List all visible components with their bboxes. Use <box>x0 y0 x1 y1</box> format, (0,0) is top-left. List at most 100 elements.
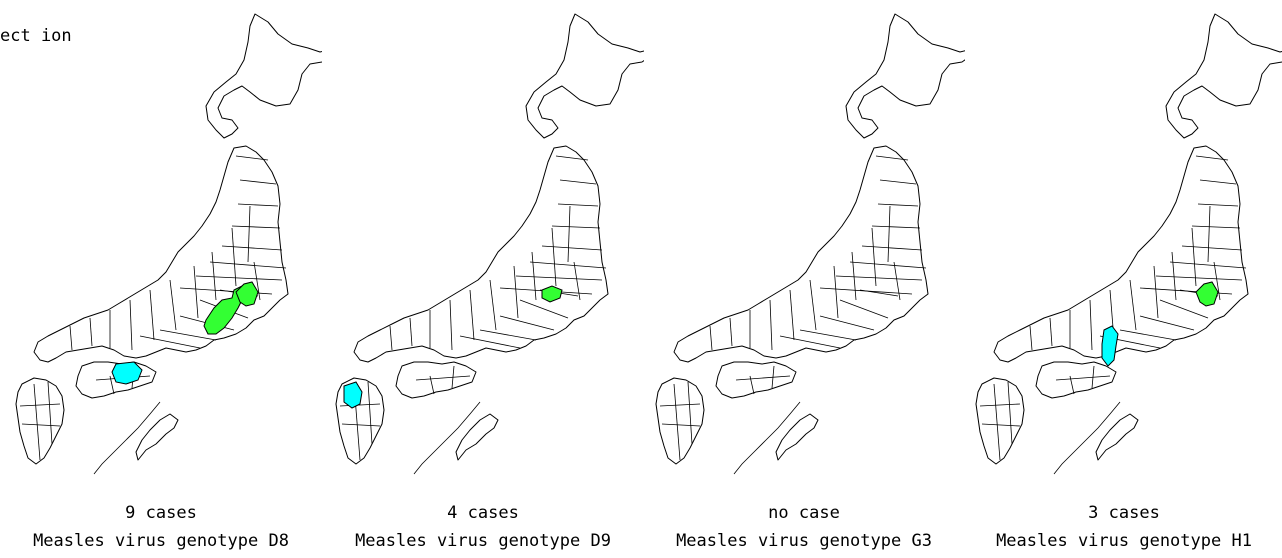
prefecture-border <box>139 335 201 349</box>
island-hokkaido <box>1165 13 1282 139</box>
island-shikoku <box>395 361 477 399</box>
prefecture-border <box>513 265 519 319</box>
prefecture-border <box>499 315 555 331</box>
prefecture-border <box>979 403 1021 407</box>
prefecture-border <box>551 227 557 287</box>
prefecture-border <box>871 227 877 287</box>
prefecture-border <box>1055 375 1111 381</box>
map-panel-2: 4 cases Measles virus genotype D9 <box>322 0 644 558</box>
island-okinawa <box>1095 413 1139 461</box>
genotype-label: Measles virus genotype D8 <box>33 531 289 551</box>
island-kyushu <box>655 377 705 465</box>
prefecture-border <box>193 265 199 319</box>
japan-map <box>335 13 644 475</box>
prefecture-border <box>169 279 177 331</box>
prefecture-border <box>1171 251 1177 301</box>
prefecture-border <box>159 329 217 341</box>
island-honshu <box>673 145 929 363</box>
prefecture-border <box>221 245 283 251</box>
prefecture-border <box>875 155 909 161</box>
prefecture-border <box>129 299 133 351</box>
island-honshu <box>993 145 1249 363</box>
prefecture-border <box>779 335 841 349</box>
inset-divider-line <box>733 401 801 475</box>
island-honshu <box>33 145 289 363</box>
prefecture-border <box>861 245 923 251</box>
prefecture-border <box>341 423 381 427</box>
prefecture-border <box>799 329 857 341</box>
prefecture-border <box>1049 317 1053 347</box>
prefecture-border <box>1169 261 1247 269</box>
prefecture-border <box>993 383 1001 461</box>
prefecture-border <box>735 375 791 381</box>
prefecture-border <box>211 251 217 301</box>
prefecture-border <box>729 317 733 347</box>
japan-map <box>0 0 322 475</box>
prefecture-border <box>659 403 701 407</box>
prefecture-border <box>529 261 607 269</box>
prefecture-border <box>19 403 61 407</box>
prefecture-border <box>231 227 237 287</box>
japan-map <box>975 13 1282 475</box>
map-panel-1: 9 cases Measles virus genotype D8 <box>0 0 322 558</box>
island-kyushu <box>975 377 1025 465</box>
island-kyushu <box>15 377 65 465</box>
highlight-shikoku-ehime <box>111 361 143 385</box>
prefecture-border <box>47 381 53 445</box>
prefecture-border <box>887 205 891 263</box>
prefecture-border <box>835 275 923 281</box>
prefecture-border <box>1007 381 1013 445</box>
prefecture-border <box>687 381 693 445</box>
inset-divider-line <box>1053 401 1121 475</box>
prefecture-border <box>1153 265 1159 319</box>
prefecture-border <box>789 289 795 341</box>
prefecture-border <box>541 245 603 251</box>
case-count: 3 cases <box>1088 503 1160 523</box>
prefecture-border <box>1191 225 1241 229</box>
prefecture-border <box>367 381 373 445</box>
legend-caption: ect ion <box>0 26 72 46</box>
prefecture-border <box>149 289 155 341</box>
prefecture-border <box>1129 279 1137 331</box>
prefecture-border <box>409 317 413 347</box>
prefecture-border <box>1181 245 1243 251</box>
prefecture-border <box>879 179 917 185</box>
prefecture-border <box>1191 227 1197 287</box>
island-shikoku <box>715 361 797 399</box>
island-hokkaido <box>525 13 644 139</box>
prefecture-border <box>1213 261 1221 301</box>
prefecture-border <box>449 299 453 351</box>
prefecture-border <box>519 299 569 319</box>
prefecture-border <box>209 261 287 269</box>
inset-divider-line <box>93 401 161 475</box>
prefecture-border <box>839 299 889 319</box>
prefecture-border <box>1159 299 1209 319</box>
genotype-label: Measles virus genotype D9 <box>355 531 611 551</box>
prefecture-border <box>1195 155 1229 161</box>
island-okinawa <box>775 413 819 461</box>
prefecture-border <box>859 289 899 297</box>
island-okinawa <box>455 413 499 461</box>
prefecture-border <box>551 225 601 229</box>
prefecture-border <box>469 289 475 341</box>
map-panel-3: no case Measles virus genotype G3 <box>643 0 965 558</box>
prefecture-border <box>819 315 875 331</box>
prefecture-border <box>489 279 497 331</box>
island-hokkaido <box>205 13 322 139</box>
prefecture-border <box>877 203 919 207</box>
island-shikoku <box>1035 361 1117 399</box>
inset-divider-line <box>413 401 481 475</box>
prefecture-border <box>231 225 281 229</box>
prefecture-border <box>981 423 1021 427</box>
island-hokkaido <box>845 13 965 139</box>
prefecture-border <box>567 205 571 263</box>
prefecture-border <box>21 423 61 427</box>
prefecture-border <box>1139 315 1195 331</box>
highlight-kanagawa <box>1195 281 1219 307</box>
prefecture-border <box>479 329 537 341</box>
prefecture-border <box>235 155 269 161</box>
prefecture-border <box>871 225 921 229</box>
case-count: 4 cases <box>447 503 519 523</box>
prefecture-border <box>1119 329 1177 341</box>
prefecture-border <box>661 423 701 427</box>
